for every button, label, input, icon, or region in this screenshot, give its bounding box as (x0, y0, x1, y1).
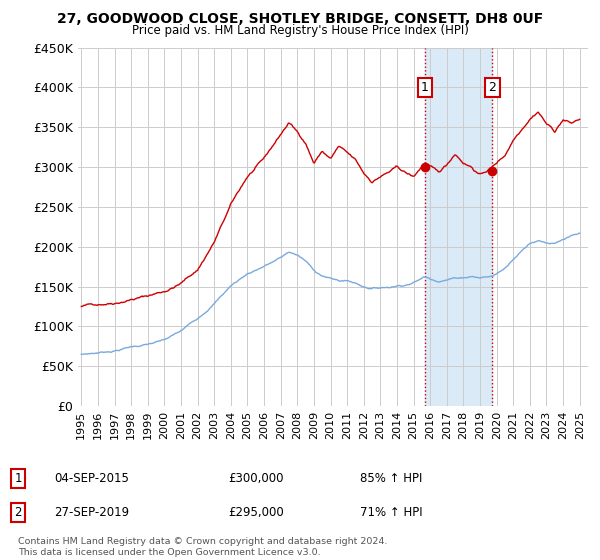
Text: This data is licensed under the Open Government Licence v3.0.: This data is licensed under the Open Gov… (18, 548, 320, 557)
Text: 27-SEP-2019: 27-SEP-2019 (54, 506, 129, 519)
Text: 2: 2 (488, 81, 496, 94)
Text: 85% ↑ HPI: 85% ↑ HPI (360, 472, 422, 486)
Text: £295,000: £295,000 (228, 506, 284, 519)
Text: Price paid vs. HM Land Registry's House Price Index (HPI): Price paid vs. HM Land Registry's House … (131, 24, 469, 37)
Bar (425, 48, 493, 406)
Text: £300,000: £300,000 (228, 472, 284, 486)
Text: 2: 2 (14, 506, 22, 519)
Text: Contains HM Land Registry data © Crown copyright and database right 2024.: Contains HM Land Registry data © Crown c… (18, 537, 388, 546)
Text: 1: 1 (14, 472, 22, 486)
Text: 71% ↑ HPI: 71% ↑ HPI (360, 506, 422, 519)
Text: 27, GOODWOOD CLOSE, SHOTLEY BRIDGE, CONSETT, DH8 0UF: 27, GOODWOOD CLOSE, SHOTLEY BRIDGE, CONS… (57, 12, 543, 26)
Text: 04-SEP-2015: 04-SEP-2015 (54, 472, 129, 486)
Text: 1: 1 (421, 81, 428, 94)
